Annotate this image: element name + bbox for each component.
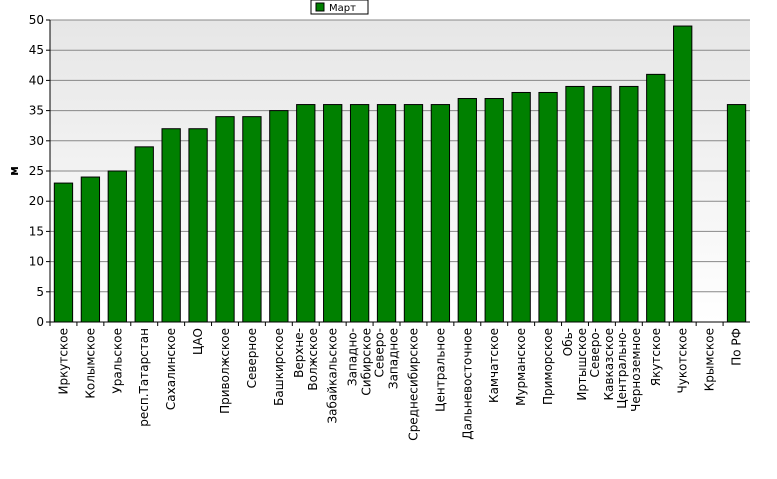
x-tick-label: Крымское xyxy=(703,328,717,391)
bar xyxy=(215,116,235,323)
x-tick-label: Северное xyxy=(245,328,259,388)
y-tick-label: 50 xyxy=(29,13,44,27)
x-tick-label: ЦАО xyxy=(191,328,205,355)
x-tick-label: Центральное xyxy=(433,328,447,412)
y-tick-label: 45 xyxy=(29,43,44,57)
x-tick-label: Колымское xyxy=(83,328,97,399)
bar xyxy=(484,98,504,323)
legend-box xyxy=(310,0,369,15)
bar xyxy=(511,91,531,323)
y-tick-label: 15 xyxy=(29,224,44,238)
bar xyxy=(107,170,127,323)
bar xyxy=(296,104,316,323)
bars xyxy=(53,25,747,323)
x-tick-label: Иркутское xyxy=(56,328,70,395)
x-tick-label: Башкирское xyxy=(272,328,286,406)
x-axis-labels: Иркутское Колымское Уральское респ.Татарста… xyxy=(49,322,744,441)
x-tick-label: респ.Татарстан xyxy=(137,328,151,427)
x-tick-label: По РФ xyxy=(730,328,744,366)
bar xyxy=(538,91,558,323)
x-tick-label: Западно-Сибирское xyxy=(346,328,374,396)
bar xyxy=(323,104,343,323)
bar xyxy=(349,104,370,323)
bar xyxy=(161,128,181,323)
x-tick-label: Приморское xyxy=(541,328,555,405)
x-tick-label: Забайкальское xyxy=(326,328,340,424)
x-tick-label: Мурманское xyxy=(514,328,528,406)
bar xyxy=(403,104,424,323)
bar xyxy=(646,73,666,323)
y-tick-label: 35 xyxy=(29,104,44,118)
x-tick-label: Обь-Иртышское xyxy=(561,328,589,401)
y-tick-label: 25 xyxy=(29,164,44,178)
bar xyxy=(242,116,262,323)
bar xyxy=(619,85,639,323)
x-tick-label: Среднесибирское xyxy=(406,328,420,441)
x-tick-label: Якутское xyxy=(649,328,663,386)
y-axis-ticks: 0 5 10 15 20 25 30 35 40 45 50 xyxy=(29,13,50,329)
bar xyxy=(592,85,612,323)
bar xyxy=(430,104,451,323)
x-tick-label: Чукотское xyxy=(676,328,690,393)
x-tick-label: Уральское xyxy=(110,328,124,394)
bar xyxy=(726,104,747,323)
bar xyxy=(134,146,154,323)
bar xyxy=(376,104,397,323)
legend-swatch xyxy=(315,2,325,12)
legend-label: Март xyxy=(329,3,356,14)
y-tick-label: 40 xyxy=(29,73,44,87)
bar xyxy=(565,85,585,323)
x-tick-label: Приволжское xyxy=(218,328,232,414)
bar xyxy=(53,182,74,323)
x-tick-label: Дальневосточное xyxy=(460,328,474,440)
y-tick-label: 5 xyxy=(36,285,44,299)
y-tick-label: 10 xyxy=(29,255,44,269)
y-tick-label: 0 xyxy=(36,315,44,329)
x-tick-label: Камчатское xyxy=(487,328,501,403)
bar xyxy=(457,98,477,323)
y-axis-label: м xyxy=(7,166,21,176)
x-tick-label: Сахалинское xyxy=(164,328,178,410)
bar xyxy=(269,110,289,323)
bar xyxy=(80,176,101,323)
x-tick-label: Северо-Кавказское xyxy=(588,328,616,401)
legend: Март xyxy=(310,0,369,15)
y-tick-label: 30 xyxy=(29,134,44,148)
x-tick-label: Северо-Западное xyxy=(373,328,401,389)
bar xyxy=(188,128,208,323)
x-tick-label: Верхне-Волжское xyxy=(292,328,320,391)
x-tick-label: Центрально-Черноземное xyxy=(615,328,643,412)
bar xyxy=(673,25,693,323)
y-tick-label: 20 xyxy=(29,194,44,208)
